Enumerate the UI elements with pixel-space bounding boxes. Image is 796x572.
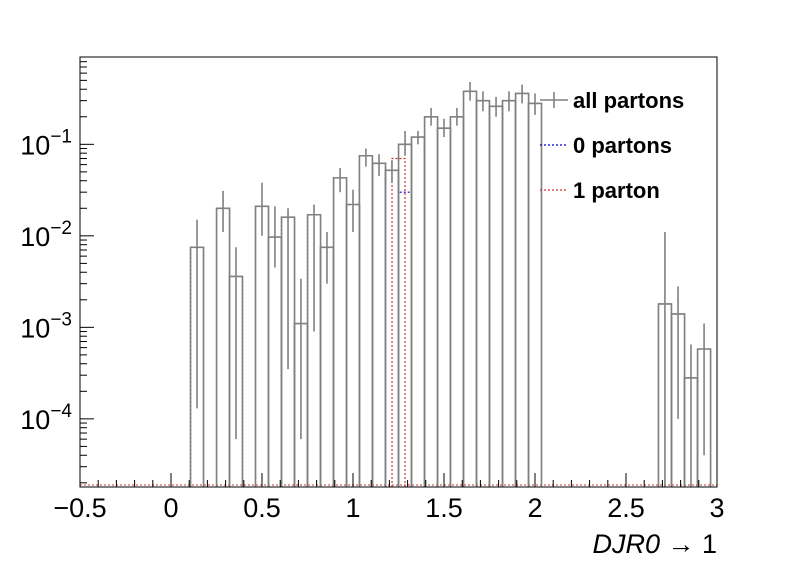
y-tick-label: 10−3 [20,309,72,343]
series-layer [80,81,717,487]
axes-layer: −0.5 0 0.5 1 1.5 2 2.5 3 10−4 10−3 10−2 10−1 [20,56,725,523]
x-tick-label: 1.5 [425,493,463,523]
x-tick-label: 0 [163,493,178,523]
y-tick-label: 10−2 [20,218,72,252]
legend-label: all partons [573,88,684,113]
bin-0 [391,157,406,487]
x-tick-label: 2.5 [607,493,645,523]
bin-14 [397,191,413,487]
x-tick-label: −0.5 [53,493,106,523]
x-tick-label: 3 [709,493,724,523]
legend-label: 1 parton [573,178,660,203]
y-tick-label: 10−1 [20,126,72,160]
x-tick-label: 1 [345,493,360,523]
y-tick-label: 10−4 [20,401,72,435]
x-tick-label: 2 [527,493,542,523]
legend: all partons 0 partons 1 parton [540,88,684,203]
series-all-partons [189,81,712,487]
x-axis-title: DJR0 → 1 [592,529,717,559]
x-tick-label: 0.5 [243,493,281,523]
legend-label: 0 partons [573,133,672,158]
